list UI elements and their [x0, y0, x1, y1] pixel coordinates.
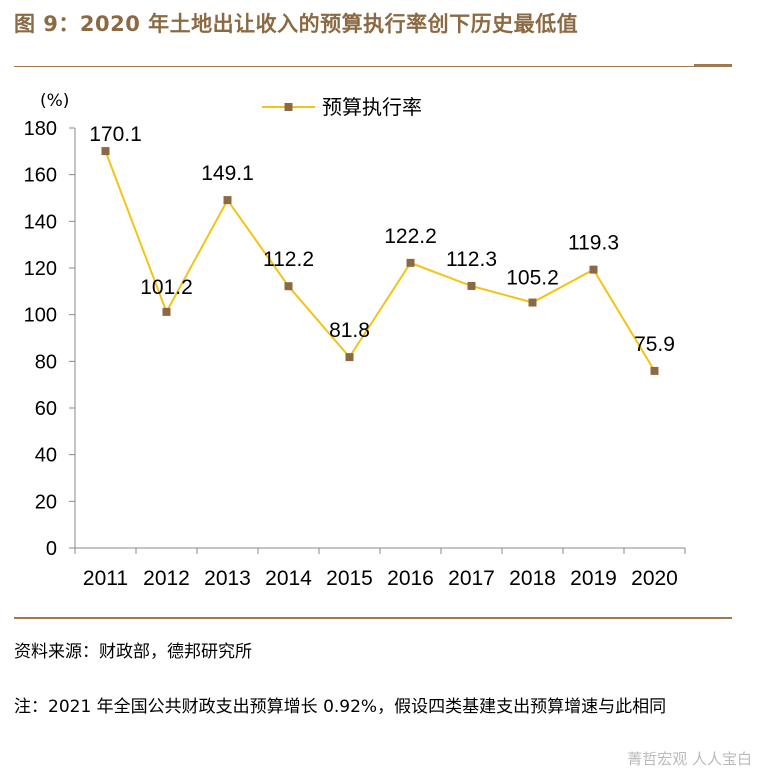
chart-series: [101, 147, 659, 375]
data-point: [650, 366, 659, 375]
title-divider: [14, 66, 694, 67]
y-tick-label: 160: [24, 165, 57, 187]
data-label: 170.1: [89, 123, 142, 146]
y-tick-label: 100: [24, 305, 57, 327]
x-tick-label: 2019: [570, 567, 617, 590]
watermark: 菁哲宏观 人人宝白: [627, 750, 752, 768]
x-tick-label: 2013: [204, 567, 251, 590]
note-text: 注：2021 年全国公共财政支出预算增长 0.92%，假设四类基建支出预算增速与…: [14, 697, 667, 717]
y-tick-label: 180: [24, 118, 57, 140]
x-tick-label: 2016: [387, 567, 434, 590]
y-tick-label: 140: [24, 211, 57, 233]
y-tick-label: 80: [35, 351, 57, 373]
data-point: [345, 353, 354, 362]
chart-axes: 0 20 40 60 80 100 120 140 160 180 (%) 2011 2012 2013 2…: [24, 91, 686, 590]
data-label: 112.2: [263, 248, 314, 271]
data-label: 149.1: [201, 162, 254, 185]
x-tick-label: 2011: [83, 567, 128, 590]
data-label: 119.3: [568, 232, 619, 255]
y-tick-label: 20: [35, 491, 57, 513]
x-tick-label: 2012: [143, 567, 190, 590]
data-point: [284, 282, 293, 291]
data-point: [406, 258, 415, 267]
data-point: [101, 147, 110, 156]
chart-title: 图 9：2020 年土地出让收入的预算执行率创下历史最低值: [14, 12, 579, 36]
y-tick-label: 40: [35, 445, 57, 467]
x-tick-label: 2020: [631, 567, 678, 590]
x-tick-label: 2018: [509, 567, 556, 590]
x-tick-label: 2015: [326, 567, 373, 590]
data-label: 112.3: [446, 248, 497, 271]
y-tick-label: 60: [35, 398, 57, 420]
y-tick-label: 0: [46, 538, 57, 560]
footer-divider: [14, 617, 732, 619]
title-divider-accent: [694, 64, 732, 67]
data-point: [223, 196, 232, 205]
y-tick-label: 120: [24, 258, 57, 280]
chart-data-labels: 170.1 101.2 149.1 112.2 81.8 122.2 112.3 105.2 1…: [89, 123, 675, 356]
data-point: [467, 281, 476, 290]
data-point: [528, 298, 537, 307]
chart-legend: 预算执行率: [262, 95, 422, 119]
y-unit-label: (%): [40, 91, 69, 111]
data-label: 122.2: [384, 225, 437, 248]
x-tick-label: 2017: [448, 567, 495, 590]
data-point: [162, 307, 171, 316]
data-label: 81.8: [329, 319, 370, 342]
data-label: 75.9: [634, 333, 675, 356]
legend-marker: [284, 103, 293, 111]
line-chart: 0 20 40 60 80 100 120 140 160 180 (%) 2011 2012 2013 2…: [24, 91, 686, 590]
x-tick-label: 2014: [265, 567, 312, 590]
data-label: 101.2: [140, 276, 193, 299]
data-point: [589, 265, 598, 274]
data-label: 105.2: [506, 267, 559, 290]
series-line: [104, 150, 656, 372]
source-text: 资料来源：财政部，德邦研究所: [14, 642, 252, 662]
legend-label: 预算执行率: [322, 95, 422, 119]
